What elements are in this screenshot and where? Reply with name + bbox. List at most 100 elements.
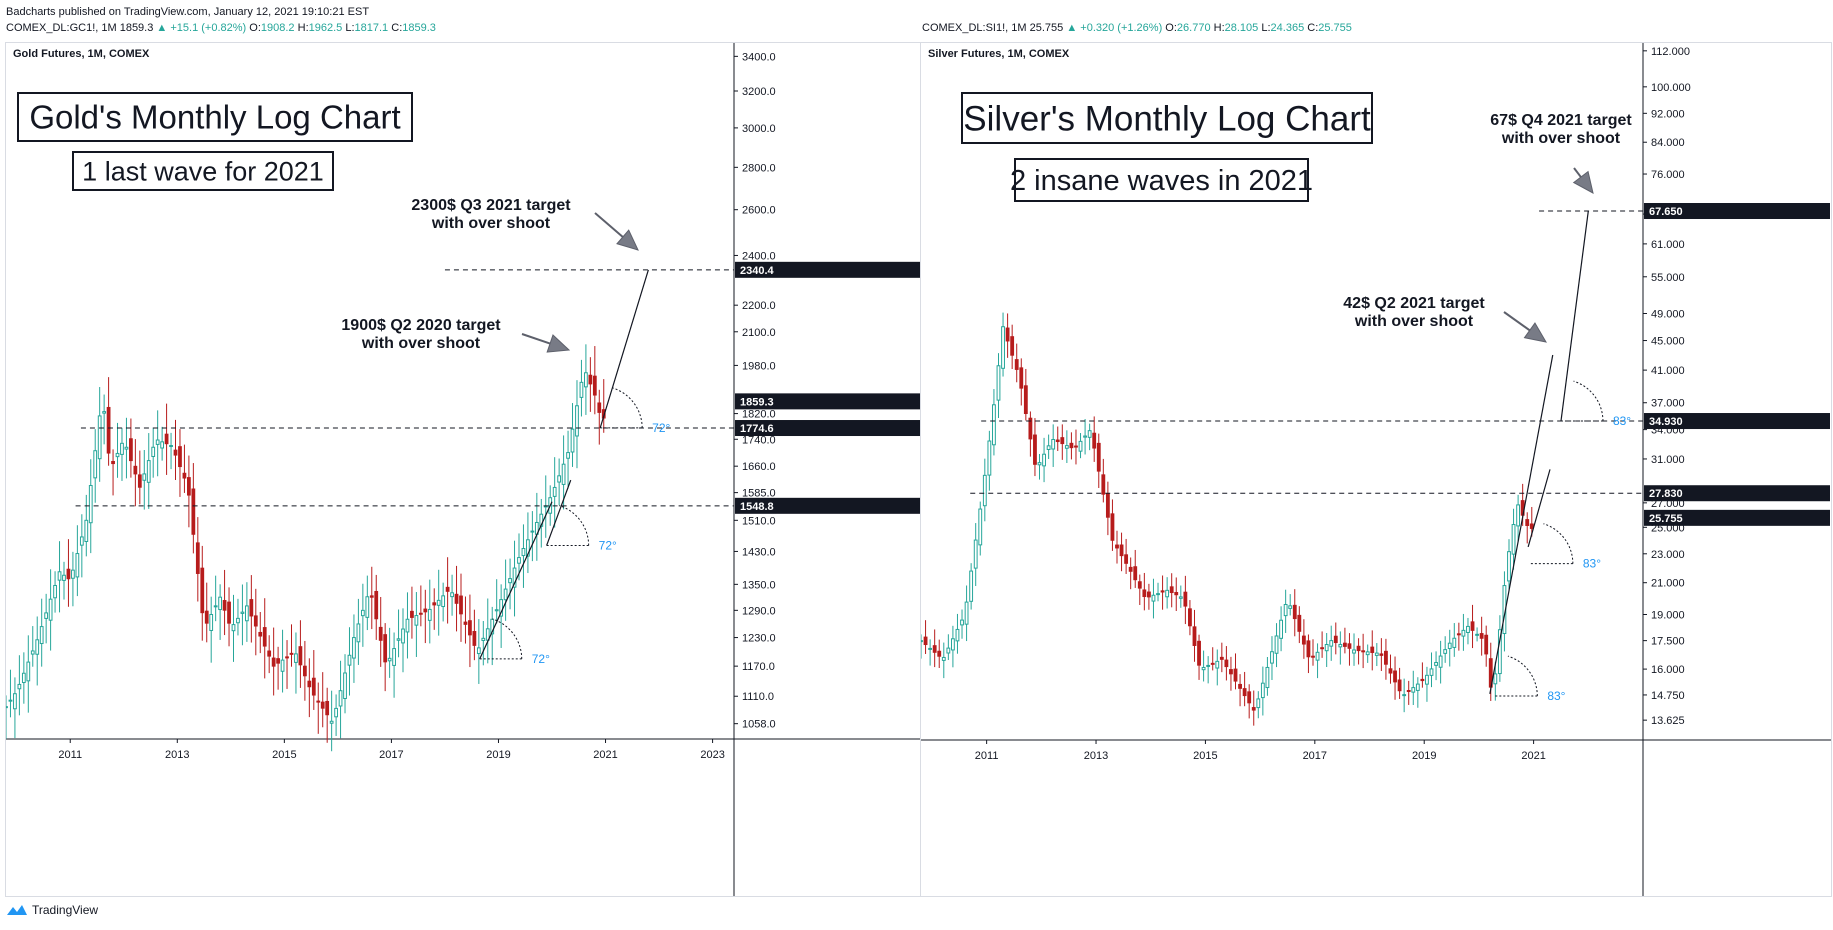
- angle-label: 72°: [599, 538, 617, 552]
- candle-body: [579, 381, 584, 398]
- candle-body: [1429, 668, 1434, 676]
- trendline: [599, 269, 649, 429]
- candle-body: [1192, 626, 1197, 646]
- x-tick-label: 2021: [1521, 750, 1545, 762]
- angle-label: 83°: [1547, 689, 1565, 703]
- candle-body: [1169, 586, 1174, 594]
- candle-body: [1324, 644, 1329, 652]
- candle-body: [923, 636, 928, 646]
- angle-arc: [1543, 523, 1574, 564]
- candle-body: [1128, 566, 1133, 572]
- candle-body: [512, 567, 517, 588]
- angle-arc: [1573, 380, 1604, 422]
- silver-chart-svg[interactable]: Silver Futures, 1M, COMEX 13.625 14.750 16.…: [921, 43, 1831, 896]
- price-tag: [1644, 485, 1830, 502]
- candle-body: [17, 683, 22, 690]
- candle-body: [1010, 336, 1015, 356]
- silver-last: 25.755: [1029, 22, 1064, 34]
- candle-body: [71, 569, 75, 579]
- candle-body: [405, 618, 410, 633]
- candle-body: [1415, 683, 1420, 691]
- y-tick-label: 92.000: [1651, 108, 1685, 120]
- y-tick-label: 1660.0: [742, 461, 776, 473]
- candle-body: [1456, 633, 1461, 636]
- candle-body: [213, 605, 218, 608]
- candle-body: [1105, 493, 1110, 518]
- candle-body: [244, 605, 249, 622]
- candle-body: [146, 460, 151, 483]
- candle-body: [1201, 666, 1206, 671]
- y-tick-label: 112.000: [1651, 46, 1690, 58]
- candle-body: [325, 700, 330, 716]
- y-tick-label: 37.000: [1651, 398, 1685, 410]
- candle-body: [1333, 635, 1338, 644]
- candle-body: [1379, 653, 1384, 656]
- candle-body: [8, 699, 13, 702]
- price-tag: [735, 497, 920, 514]
- price-tag-label: 25.755: [1649, 513, 1683, 525]
- candle-body: [1055, 439, 1060, 443]
- silver-chart-panel[interactable]: Silver Futures, 1M, COMEX 13.625 14.750 16.…: [920, 42, 1832, 897]
- x-tick-label: 2013: [1084, 750, 1108, 762]
- candle-body: [937, 650, 942, 657]
- silver-ohlc-header: COMEX_DL:SI1!, 1M 25.755 ▲ +0.320 (+1.26…: [922, 22, 1352, 34]
- y-tick-label: 1290.0: [742, 605, 776, 617]
- pointer-arrow-shaft: [1573, 167, 1582, 178]
- y-tick-label: 1350.0: [742, 579, 776, 591]
- candle-body: [517, 557, 521, 564]
- gold-chart-svg[interactable]: Gold Futures, 1M, COMEX 1058.0 1110.0 1170.…: [6, 43, 921, 896]
- y-tick-label: 49.000: [1651, 308, 1685, 320]
- candle-body: [1197, 640, 1201, 666]
- candle-body: [459, 595, 463, 615]
- candle-body: [1361, 650, 1366, 653]
- candle-body: [111, 460, 115, 465]
- candle-body: [169, 445, 173, 448]
- y-tick-label: 2600.0: [742, 205, 776, 217]
- candle-body: [1461, 629, 1466, 637]
- candle-body: [427, 608, 432, 621]
- candle-body: [1365, 651, 1370, 656]
- y-tick-label: 1585.0: [742, 488, 776, 500]
- price-tag-label: 27.830: [1649, 488, 1683, 500]
- candle-body: [231, 624, 236, 632]
- candle-body: [218, 596, 223, 611]
- candle-body: [66, 568, 71, 580]
- candle-body: [1074, 445, 1078, 448]
- candle-body: [1023, 385, 1028, 415]
- pointer-arrow-icon: [546, 334, 571, 353]
- candle-body: [1137, 581, 1142, 589]
- gold-chart-panel[interactable]: Gold Futures, 1M, COMEX 1058.0 1110.0 1170.…: [5, 42, 922, 897]
- candle-body: [1402, 694, 1407, 697]
- angle-label: 83°: [1613, 414, 1631, 428]
- candle-body: [285, 656, 289, 659]
- candle-body: [53, 584, 57, 599]
- candle-body: [1174, 592, 1179, 596]
- pointer-arrow-shaft: [1503, 311, 1531, 332]
- candle-body: [1315, 651, 1320, 661]
- candle-body: [996, 365, 1001, 401]
- angle-label: 72°: [652, 421, 670, 435]
- candle-body: [1142, 589, 1147, 598]
- y-tick-label: 2100.0: [742, 327, 776, 339]
- x-tick-label: 2023: [700, 749, 724, 761]
- title-box-text: Gold's Monthly Log Chart: [29, 99, 400, 136]
- candle-body: [115, 452, 120, 458]
- candle-body: [1301, 635, 1306, 645]
- candle-body: [75, 553, 80, 578]
- candle-body: [276, 658, 280, 664]
- gold-symbol: COMEX_DL:GC1!, 1M: [6, 22, 117, 34]
- chart-title: Silver Futures, 1M, COMEX: [928, 48, 1070, 60]
- silver-symbol: COMEX_DL:SI1!, 1M: [922, 22, 1027, 34]
- y-tick-label: 1110.0: [742, 691, 774, 703]
- footer-brand[interactable]: TradingView: [6, 903, 98, 917]
- candle-body: [1110, 513, 1115, 541]
- candle-body: [575, 405, 579, 437]
- candle-body: [13, 693, 17, 710]
- candle-body: [1083, 435, 1088, 438]
- candle-body: [1443, 649, 1448, 654]
- candle-body: [1224, 659, 1229, 668]
- candle-body: [200, 567, 205, 614]
- angle-label: 72°: [532, 652, 550, 666]
- candle-body: [1092, 432, 1097, 449]
- candle-body: [1397, 679, 1402, 692]
